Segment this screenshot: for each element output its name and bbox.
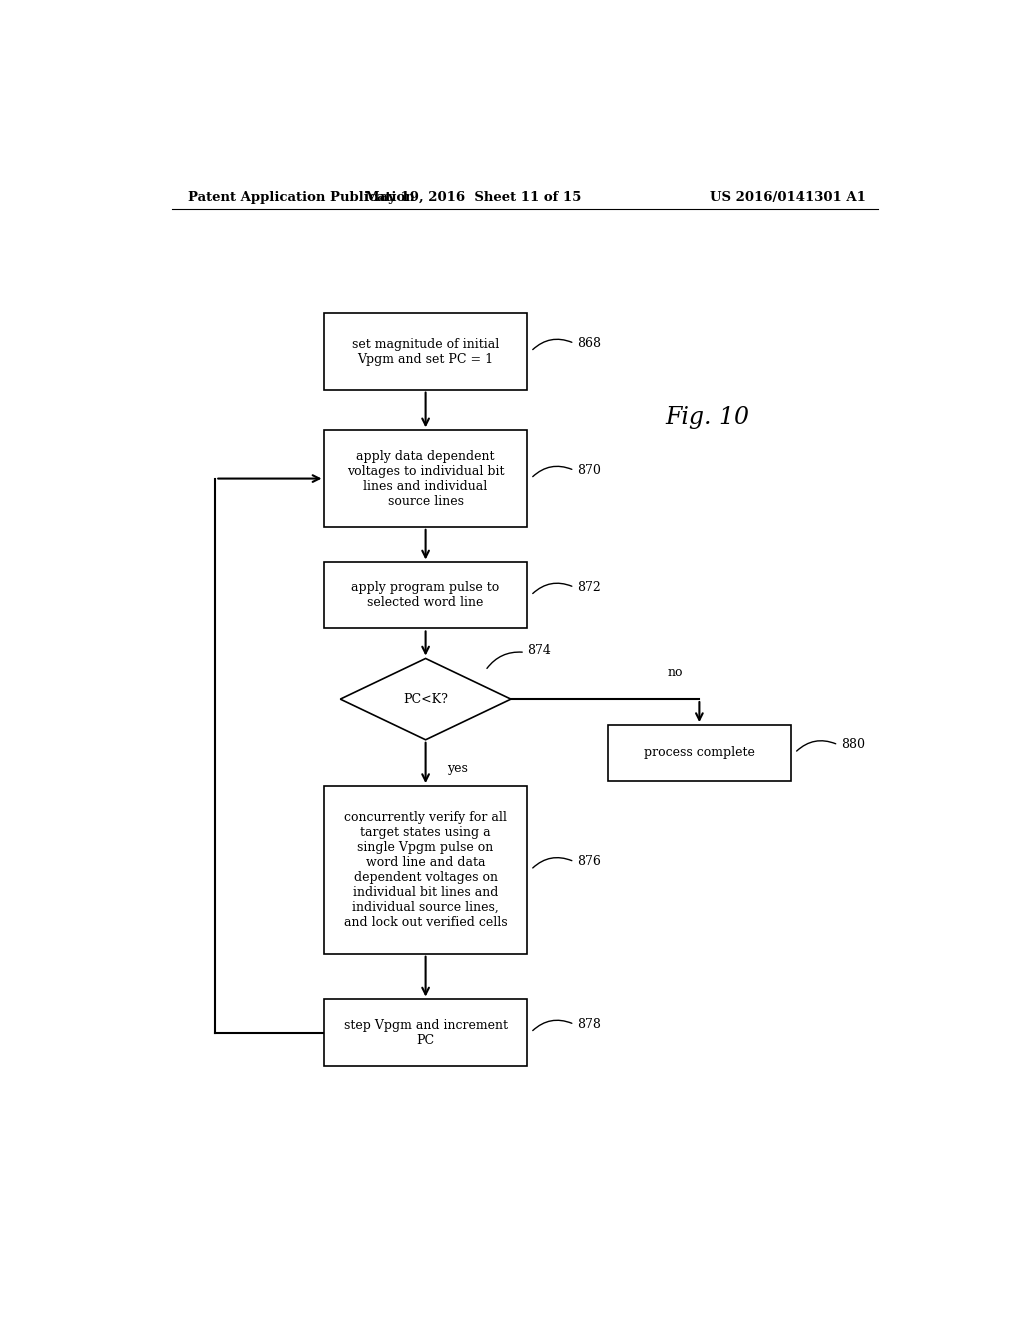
- Text: Patent Application Publication: Patent Application Publication: [187, 190, 415, 203]
- Polygon shape: [340, 659, 511, 739]
- Text: no: no: [668, 665, 683, 678]
- Text: yes: yes: [446, 762, 468, 775]
- Text: PC<K?: PC<K?: [403, 693, 449, 706]
- Text: May 19, 2016  Sheet 11 of 15: May 19, 2016 Sheet 11 of 15: [365, 190, 582, 203]
- Text: 872: 872: [577, 581, 600, 594]
- Text: 880: 880: [841, 738, 864, 751]
- FancyBboxPatch shape: [608, 725, 791, 781]
- Text: set magnitude of initial
Vpgm and set PC = 1: set magnitude of initial Vpgm and set PC…: [352, 338, 500, 366]
- FancyBboxPatch shape: [325, 562, 526, 628]
- FancyBboxPatch shape: [325, 430, 526, 527]
- Text: US 2016/0141301 A1: US 2016/0141301 A1: [711, 190, 866, 203]
- Text: apply data dependent
voltages to individual bit
lines and individual
source line: apply data dependent voltages to individ…: [347, 450, 505, 508]
- Text: step Vpgm and increment
PC: step Vpgm and increment PC: [344, 1019, 508, 1047]
- Text: Fig. 10: Fig. 10: [666, 407, 750, 429]
- FancyBboxPatch shape: [325, 785, 526, 954]
- Text: process complete: process complete: [644, 747, 755, 759]
- Text: 874: 874: [527, 644, 551, 657]
- FancyBboxPatch shape: [325, 313, 526, 389]
- Text: 870: 870: [577, 463, 601, 477]
- Text: 868: 868: [577, 337, 601, 350]
- Text: 878: 878: [577, 1018, 601, 1031]
- FancyBboxPatch shape: [325, 999, 526, 1065]
- Text: 876: 876: [577, 855, 601, 869]
- Text: apply program pulse to
selected word line: apply program pulse to selected word lin…: [351, 581, 500, 610]
- Text: concurrently verify for all
target states using a
single Vpgm pulse on
word line: concurrently verify for all target state…: [344, 810, 508, 929]
